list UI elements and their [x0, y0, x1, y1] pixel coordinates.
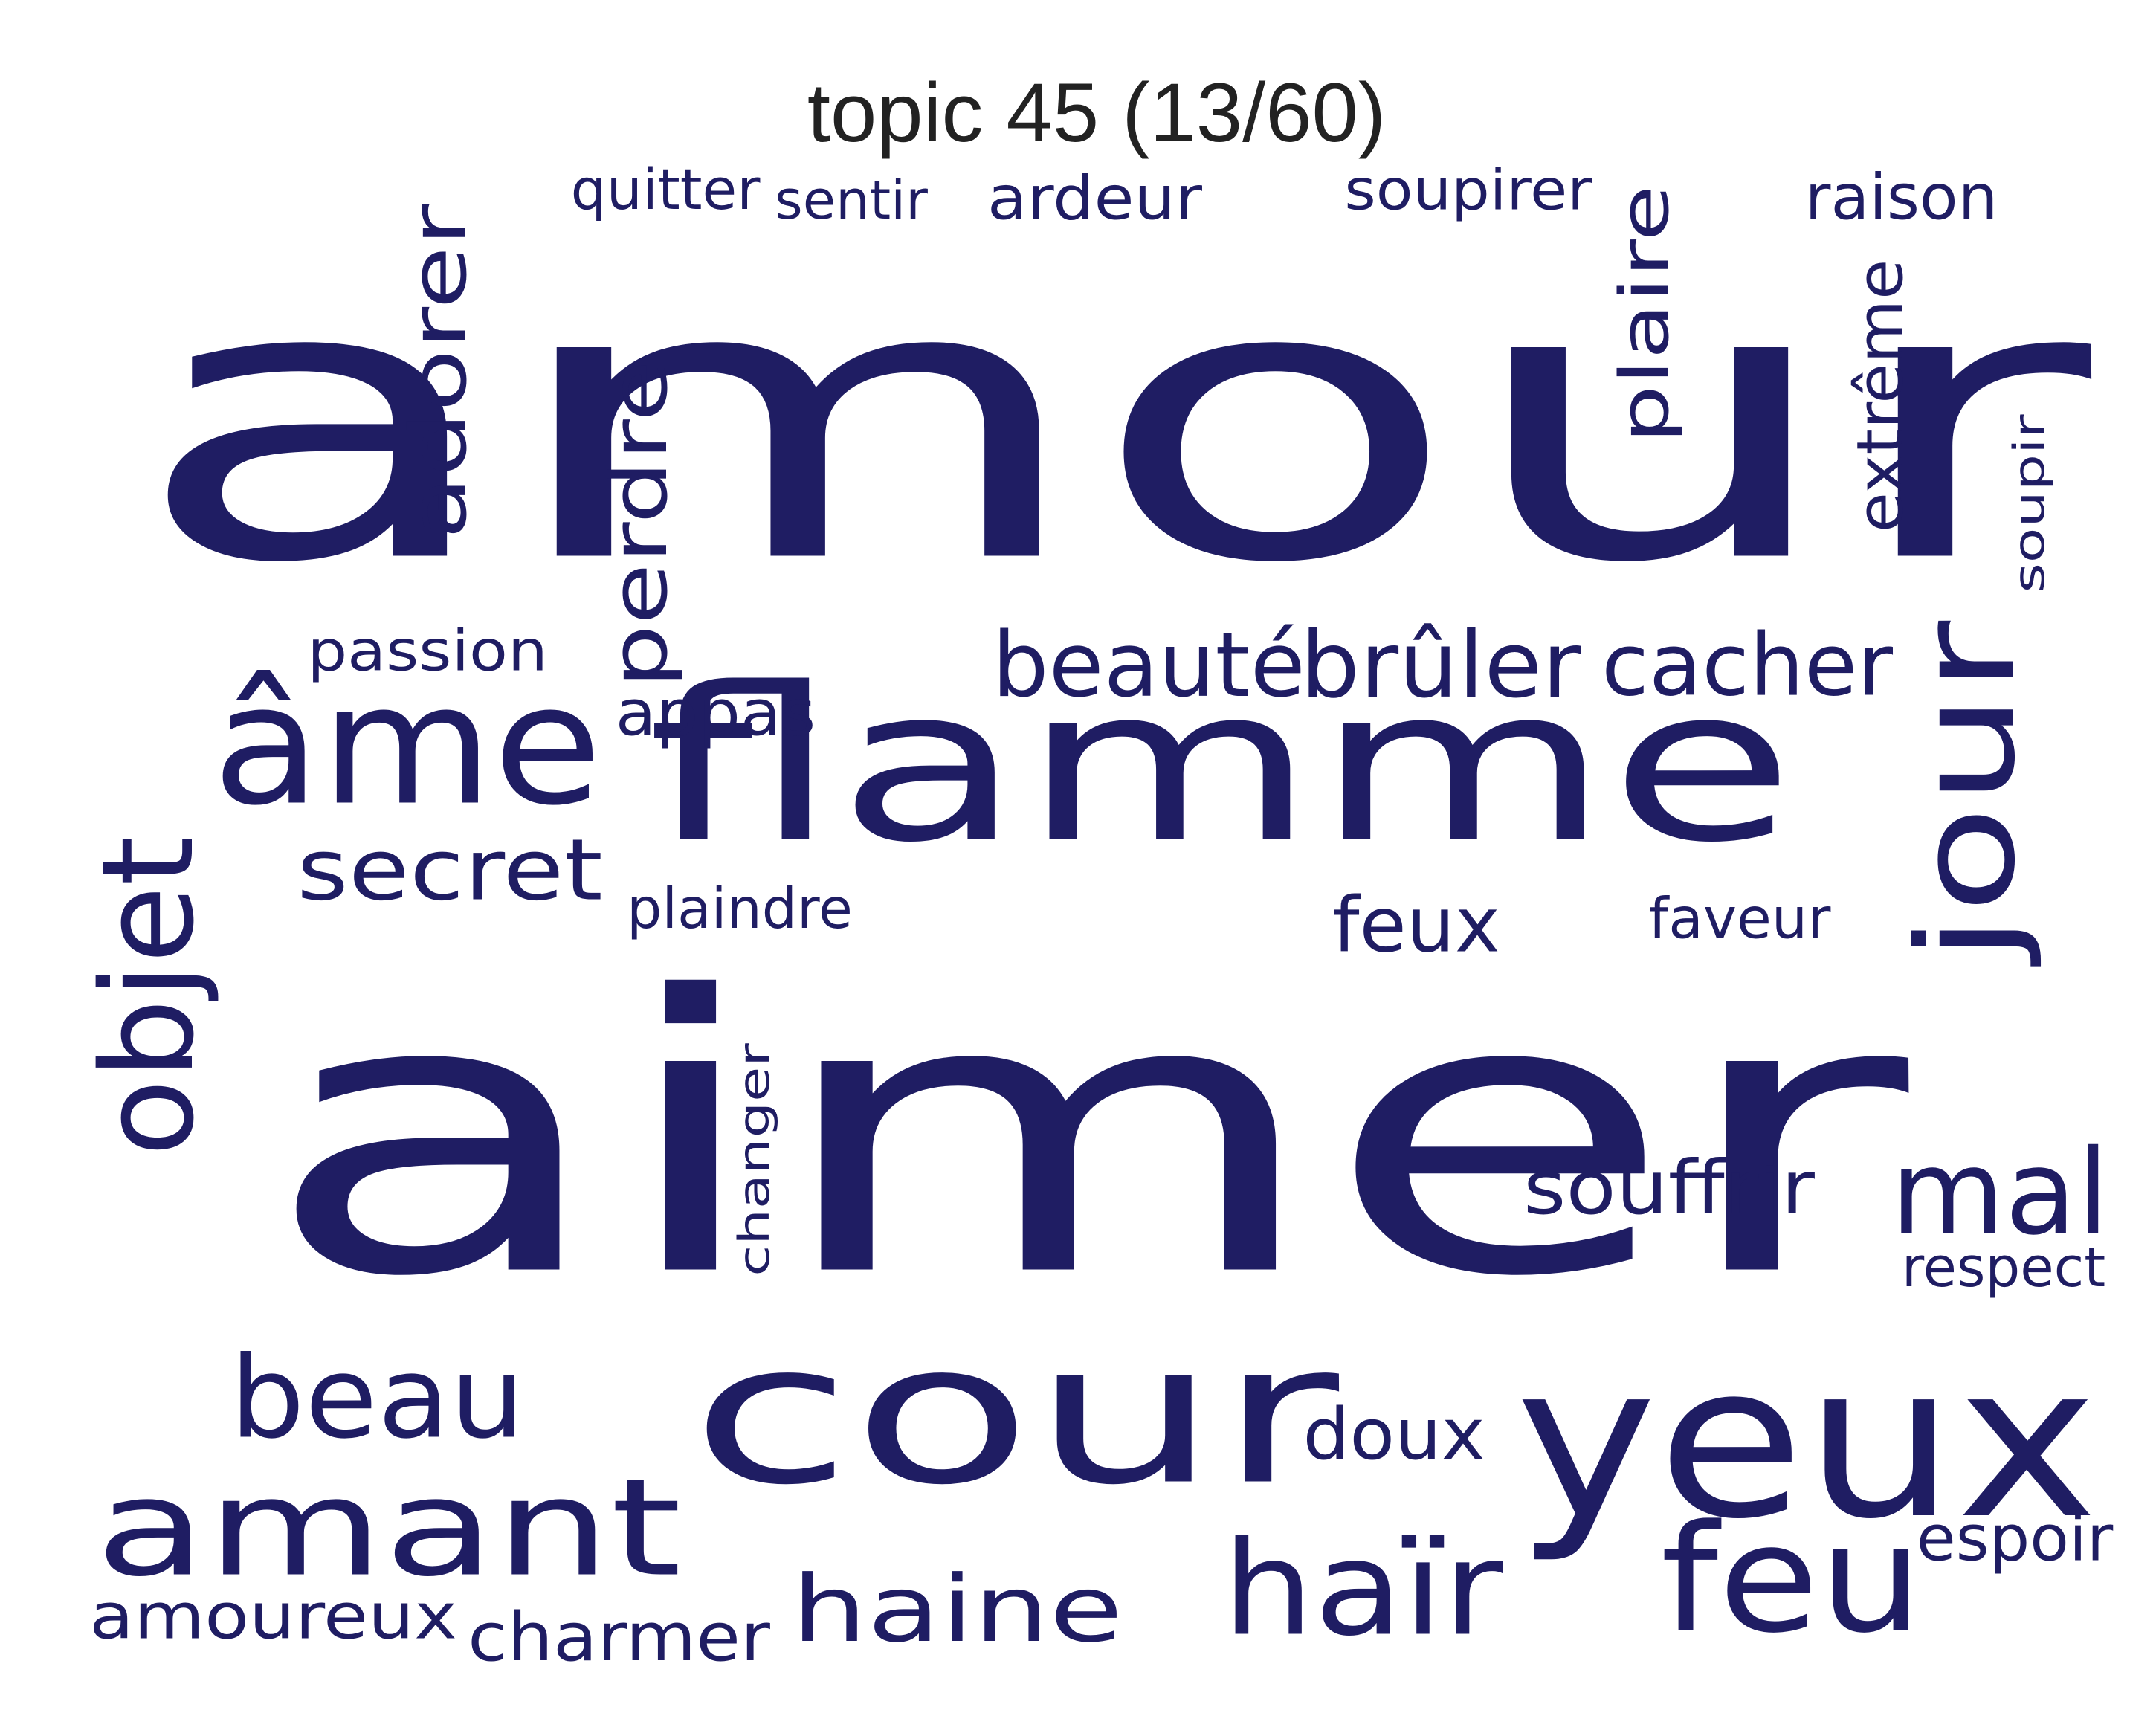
- word-beaute: beauté: [992, 613, 1305, 717]
- word-charmer: charmer: [468, 1598, 771, 1677]
- word-group: amour aimer flamme cour yeux âme amant jour feu h…: [75, 157, 2114, 1677]
- word-objet: objet: [75, 836, 222, 1156]
- word-ame: âme: [212, 649, 601, 842]
- word-cacher: cacher: [1601, 616, 1893, 716]
- word-amour: amour: [132, 202, 2098, 646]
- word-feu: feu: [1661, 1494, 1923, 1666]
- word-haine: haine: [792, 1556, 1123, 1663]
- word-faveur: faveur: [1649, 885, 1832, 952]
- word-bruler: brûler: [1300, 612, 1581, 719]
- word-plaire: plaire: [1606, 185, 1684, 444]
- word-souffrir: souffrir: [1523, 1144, 1816, 1231]
- word-mal: mal: [1891, 1126, 2109, 1262]
- word-yeux: yeux: [1515, 1319, 2098, 1566]
- word-perdre: perdre: [594, 361, 685, 688]
- word-soupir: soupir: [2005, 414, 2054, 593]
- word-feux: feux: [1332, 882, 1500, 970]
- word-ardeur: ardeur: [987, 164, 1203, 234]
- word-raison: raison: [1805, 161, 1998, 234]
- word-quitter: quitter: [571, 157, 761, 222]
- word-aimer: aimer: [262, 916, 1915, 1360]
- word-flamme: flamme: [648, 642, 1795, 889]
- word-hair: haïr: [1222, 1514, 1503, 1665]
- word-extreme: extrême: [1844, 259, 1918, 533]
- word-jour: jour: [1888, 620, 2045, 967]
- word-espoir: espoir: [1917, 1503, 2114, 1576]
- word-cour: cour: [691, 1302, 1342, 1528]
- word-amant: amant: [95, 1450, 682, 1607]
- word-changer: changer: [730, 1042, 779, 1276]
- word-respect: respect: [1902, 1236, 2105, 1300]
- word-doux: doux: [1303, 1394, 1485, 1476]
- chart-title: topic 45 (13/60): [807, 66, 1386, 159]
- word-appas: appas: [616, 677, 816, 751]
- word-soupirer: soupirer: [1344, 157, 1592, 223]
- word-amoureux: amoureux: [89, 1581, 457, 1654]
- word-secret: secret: [297, 821, 603, 920]
- word-beau: beau: [230, 1332, 525, 1464]
- word-passion: passion: [307, 618, 547, 684]
- word-plaindre: plaindre: [627, 877, 853, 941]
- word-adorer: adorer: [393, 204, 484, 540]
- word-sentir: sentir: [775, 170, 928, 232]
